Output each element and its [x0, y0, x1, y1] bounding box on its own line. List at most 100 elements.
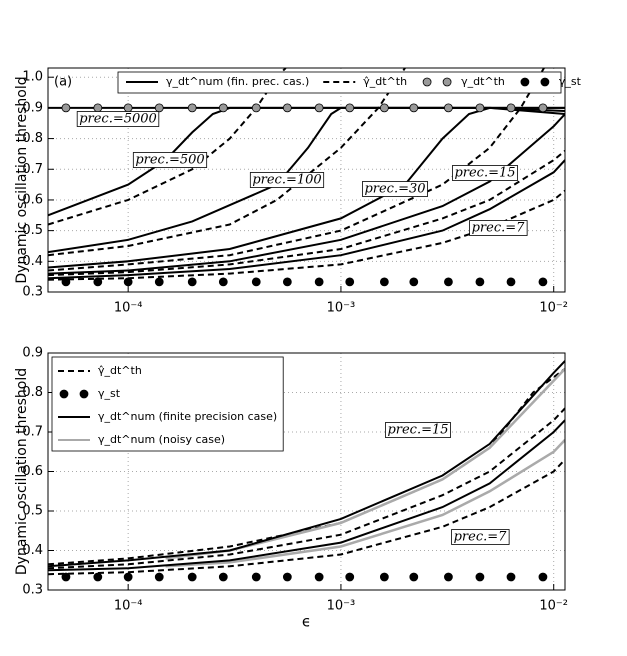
y-tick-label: 0.8 — [22, 385, 43, 400]
marker — [251, 572, 261, 582]
y-tick-label: 0.9 — [22, 100, 43, 115]
y-axis-label: Dynamic oscillation threshold — [14, 368, 30, 575]
curve — [165, 439, 565, 568]
marker — [187, 103, 197, 113]
marker — [282, 572, 292, 582]
marker — [444, 572, 453, 582]
y-tick-label: 0.4 — [22, 543, 43, 558]
curve — [48, 458, 565, 576]
marker — [218, 572, 228, 582]
annotation-box — [362, 181, 428, 197]
legend-marker — [442, 77, 452, 87]
plot-area — [48, 360, 565, 582]
curve — [48, 68, 545, 272]
axes-frame — [47, 352, 566, 591]
legend-label: γ_dt^num (finite precision case) — [98, 410, 277, 423]
legend-marker — [59, 389, 69, 399]
legend-label: γ_st — [98, 387, 121, 400]
marker — [538, 103, 548, 113]
y-tick-label: 0.7 — [22, 425, 43, 440]
curve — [48, 419, 565, 572]
axes-frame — [47, 67, 566, 293]
marker — [409, 277, 419, 287]
marker — [61, 572, 71, 582]
marker — [475, 572, 485, 582]
curve — [48, 113, 565, 275]
marker — [345, 572, 355, 582]
marker — [444, 103, 453, 113]
legend-marker — [79, 389, 89, 399]
marker — [379, 277, 389, 287]
marker — [251, 103, 261, 113]
legend-marker — [520, 77, 530, 87]
marker — [379, 103, 389, 113]
legend-label: γ̂_dt^th — [98, 364, 142, 377]
marker — [444, 277, 453, 287]
marker — [123, 277, 133, 287]
annotation-box — [451, 529, 510, 545]
y-tick-label: 0.4 — [22, 254, 43, 269]
legend-label: γ_dt^th — [461, 75, 505, 88]
marker — [506, 103, 516, 113]
annotation: prec.=5000 — [79, 112, 157, 127]
curve — [48, 106, 565, 254]
marker — [218, 103, 228, 113]
marker — [154, 103, 164, 113]
marker — [345, 103, 355, 113]
marker — [475, 103, 485, 113]
marker — [93, 572, 103, 582]
marker — [218, 277, 228, 287]
x-tick-label: 10⁻⁴ — [114, 301, 143, 316]
marker — [61, 103, 71, 113]
y-tick-label: 0.7 — [22, 162, 43, 177]
marker — [93, 277, 103, 287]
annotation: prec.=30 — [364, 182, 425, 197]
annotation-box — [385, 422, 451, 438]
marker — [345, 277, 355, 287]
y-tick-label: 0.6 — [22, 464, 43, 479]
y-tick-label: 1.0 — [22, 70, 43, 85]
curve — [48, 159, 565, 280]
marker — [282, 277, 292, 287]
curve — [48, 407, 565, 570]
annotation-box — [452, 165, 518, 181]
y-tick-label: 0.6 — [22, 192, 43, 207]
annotation: prec.=7 — [454, 530, 508, 545]
annotation-box — [76, 111, 160, 127]
annotation: prec.=500 — [135, 153, 204, 168]
marker — [61, 277, 71, 287]
marker — [409, 103, 419, 113]
y-axis-label: Dynamic oscillation threshold — [14, 76, 30, 283]
x-tick-label: 10⁻² — [539, 599, 568, 614]
legend-label: γ_dt^num (fin. prec. cas.) — [166, 75, 309, 88]
legend-box — [117, 71, 562, 94]
marker — [251, 277, 261, 287]
marker — [506, 277, 516, 287]
legend-label: γ̂_dt^th — [363, 75, 407, 88]
annotation: prec.=7 — [472, 221, 526, 236]
marker — [538, 572, 548, 582]
marker — [409, 572, 419, 582]
panel-label: (a) — [54, 75, 72, 90]
annotation-box — [249, 172, 325, 188]
curve — [48, 106, 565, 217]
y-tick-label: 0.8 — [22, 131, 43, 146]
marker — [187, 277, 197, 287]
curve — [48, 150, 565, 277]
x-tick-label: 10⁻² — [539, 301, 568, 316]
curve — [48, 360, 565, 568]
marker — [506, 572, 516, 582]
legend-label: γ_st — [559, 75, 582, 88]
y-tick-label: 0.5 — [22, 504, 43, 519]
annotation-box — [469, 220, 528, 236]
x-tick-label: 10⁻⁴ — [114, 599, 143, 614]
marker — [314, 572, 324, 582]
marker — [154, 277, 164, 287]
marker — [538, 277, 548, 287]
marker — [282, 103, 292, 113]
curve — [48, 68, 406, 257]
y-tick-label: 0.5 — [22, 223, 43, 238]
marker — [314, 277, 324, 287]
marker — [154, 572, 164, 582]
